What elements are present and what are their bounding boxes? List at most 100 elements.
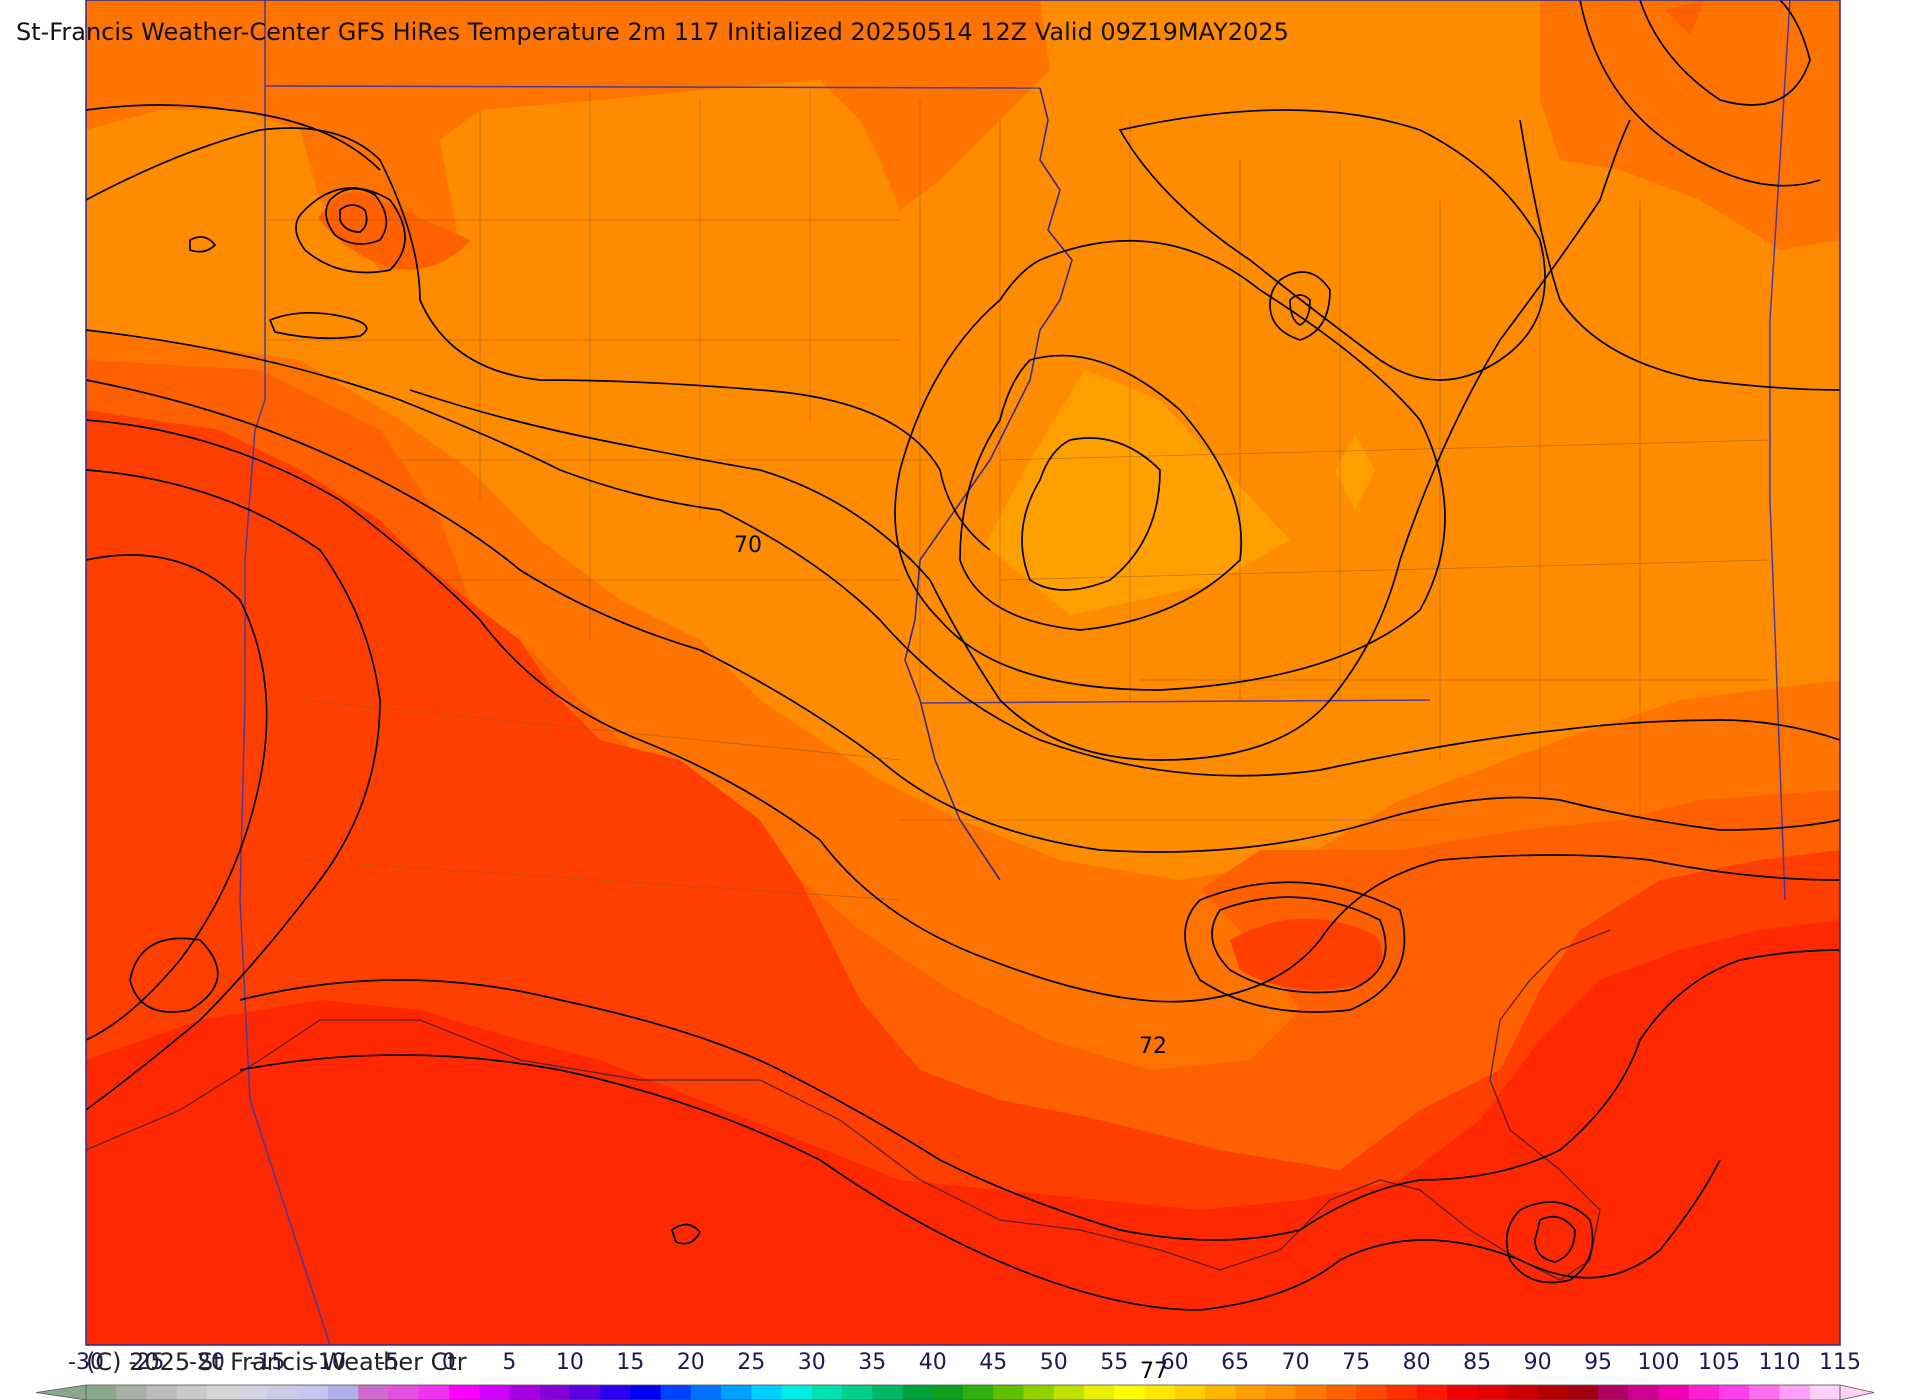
colorbar-tick-label: 65 [1221, 1350, 1249, 1375]
mississippi-river [904, 87, 1073, 881]
colorbar-swatch [358, 1385, 390, 1400]
colorbar-swatch [1658, 1385, 1690, 1400]
colorbar-swatch [1567, 1385, 1599, 1400]
colorbar-right-arrow [1839, 1384, 1875, 1400]
isotherm-line [86, 554, 268, 1041]
colorbar-tick-label: -5 [377, 1350, 399, 1375]
colorbar-swatch [297, 1385, 329, 1400]
colorbar-swatch [1053, 1385, 1085, 1400]
contour-label-77: 77 [1140, 1359, 1168, 1384]
colorbar-tick-label: 40 [919, 1350, 947, 1375]
isotherm-line [86, 127, 991, 551]
colorbar-tick-label: 75 [1342, 1350, 1370, 1375]
colorbar-tick-label: 60 [1161, 1350, 1189, 1375]
colorbar-swatch [418, 1385, 450, 1400]
colorbar-swatch [721, 1385, 752, 1400]
isotherm-line [339, 204, 368, 233]
colorbar-swatch [1356, 1385, 1387, 1400]
isotherm-line [239, 949, 1840, 1241]
colorbar-swatch [600, 1385, 631, 1400]
isotherm-line [1211, 896, 1387, 994]
colorbar-swatch [116, 1385, 148, 1400]
county-lines [265, 90, 1771, 901]
isotherm-line [1289, 294, 1311, 326]
temperature-fill-southwest-red [200, 1120, 380, 1210]
colorbar-swatch [1144, 1385, 1176, 1400]
colorbar-tick-label: 55 [1100, 1350, 1128, 1375]
colorbar-tick-label: 70 [1282, 1350, 1310, 1375]
colorbar-swatch [479, 1385, 510, 1400]
temperature-fill-northeast [1540, 0, 1840, 250]
colorbar-swatch [569, 1385, 601, 1400]
isotherm-line [129, 937, 219, 1013]
isotherm-line [1118, 109, 1546, 381]
colorbar-swatch [1174, 1385, 1206, 1400]
colorbar-swatch [781, 1385, 813, 1400]
colorbar-swatch [630, 1385, 662, 1400]
colorbar-swatch [1083, 1385, 1115, 1400]
colorbar-swatch [690, 1385, 722, 1400]
map-title: St-Francis Weather-Center GFS HiRes Temp… [16, 18, 1289, 46]
isotherm-line [1021, 437, 1161, 591]
temperature-fill-center-yellow [985, 370, 1290, 615]
colorbar-tick-label: 20 [677, 1350, 705, 1375]
colorbar-swatch [932, 1385, 964, 1400]
isotherm-line [295, 187, 406, 274]
colorbar-swatch [1204, 1385, 1236, 1400]
colorbar-swatch [1507, 1385, 1539, 1400]
temperature-fill-west-hot [86, 420, 380, 1100]
copyright-text: (C) 2025 St Francis Weather Ctr [86, 1348, 467, 1376]
colorbar-tick-label: 110 [1759, 1350, 1801, 1375]
colorbar-tick-label: -15 [249, 1350, 285, 1375]
isotherm-line [670, 1223, 702, 1245]
colorbar-tick-label: -30 [68, 1350, 104, 1375]
isotherm-line [86, 329, 1840, 777]
isotherm-line [268, 311, 368, 340]
colorbar-outline [85, 1384, 1841, 1400]
colorbar-swatch [327, 1385, 359, 1400]
colorbar-tick-label: 50 [1040, 1350, 1068, 1375]
colorbar-swatch [1537, 1385, 1569, 1400]
county-line [479, 90, 1641, 820]
colorbar-swatch [1749, 1385, 1781, 1400]
state-border-east [1769, 0, 1791, 901]
colorbar-swatch [1386, 1385, 1418, 1400]
colorbar-tick-label: 95 [1584, 1350, 1612, 1375]
colorbar-swatch [509, 1385, 541, 1400]
isotherm-line [86, 379, 1840, 853]
colorbar-swatch [1295, 1385, 1327, 1400]
temperature-fill-far-west-red [86, 1120, 170, 1345]
state-border-la-ms [919, 699, 1431, 704]
colorbar-tick-label: 45 [979, 1350, 1007, 1375]
isotherm-line [86, 419, 1840, 1003]
colorbar [35, 1384, 1875, 1400]
isotherm-line [1505, 1201, 1594, 1284]
colorbar-tick-label: 35 [858, 1350, 886, 1375]
colorbar-swatch [448, 1385, 480, 1400]
colorbar-swatch [176, 1385, 208, 1400]
temperature-fill-small-yellow [1335, 435, 1375, 510]
colorbar-swatch [1416, 1385, 1448, 1400]
colorbar-tick-label: 25 [737, 1350, 765, 1375]
colorbar-swatch [86, 1385, 117, 1400]
colorbar-swatch [1477, 1385, 1508, 1400]
isotherm-line [86, 469, 381, 1111]
colorbar-swatch [1779, 1385, 1811, 1400]
isotherm-line [894, 239, 1446, 691]
colorbar-tick-label: 80 [1403, 1350, 1431, 1375]
colorbar-swatch [993, 1385, 1025, 1400]
colorbar-tick-label: -20 [189, 1350, 225, 1375]
colorbar-swatch [1628, 1385, 1660, 1400]
isotherm-line [1269, 271, 1331, 341]
isotherm-line [1184, 881, 1406, 1013]
colorbar-swatch [1265, 1385, 1297, 1400]
colorbar-tick-label: 30 [798, 1350, 826, 1375]
colorbar-tick-label: 85 [1463, 1350, 1491, 1375]
colorbar-swatch [1446, 1385, 1478, 1400]
isotherm-line [959, 354, 1243, 631]
colorbar-swatch [237, 1385, 269, 1400]
colorbar-swatch [1688, 1385, 1720, 1400]
colorbar-tick-label: 5 [502, 1350, 516, 1375]
colorbar-tick-label: 10 [556, 1350, 584, 1375]
